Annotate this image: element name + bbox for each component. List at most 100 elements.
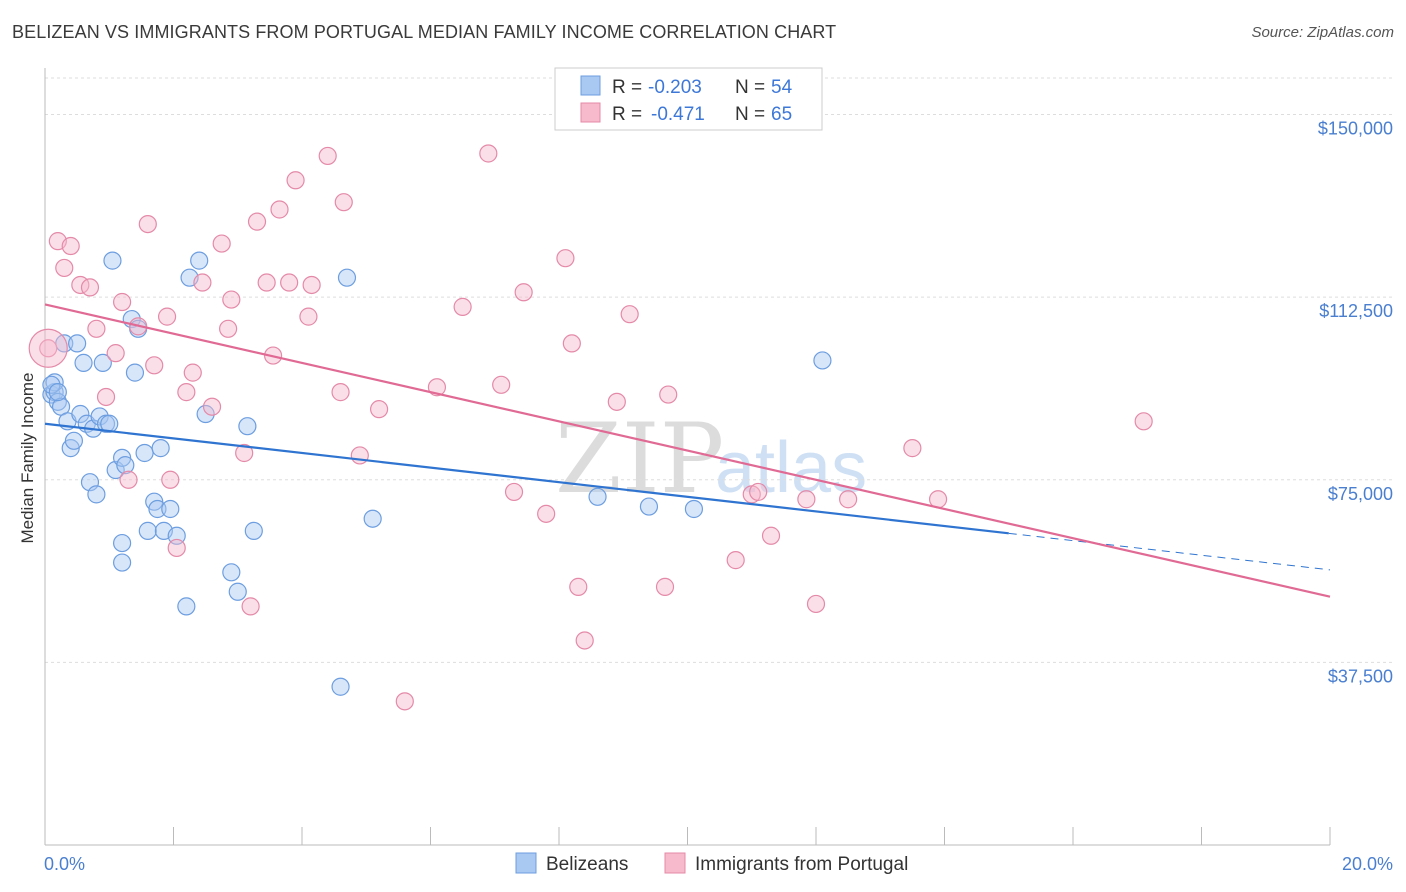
portugal-point <box>659 385 678 404</box>
gridlines <box>45 77 1395 663</box>
belizeans-point <box>151 439 170 458</box>
belizeans-trend-line <box>44 422 1009 535</box>
portugal-point <box>302 275 321 295</box>
portugal-point <box>145 356 164 375</box>
portugal-point <box>247 212 267 231</box>
y-tick-label: $75,000 <box>1328 484 1393 504</box>
portugal-point <box>903 439 922 458</box>
portugal-point <box>138 214 157 234</box>
belizeans-point <box>112 553 132 572</box>
portugal-point <box>655 577 675 596</box>
stats-r-label-1: R = <box>612 77 642 98</box>
belizeans-points <box>42 251 832 696</box>
belizeans-point <box>42 375 61 394</box>
belizeans-point <box>68 334 87 353</box>
portugal-point <box>318 146 337 166</box>
portugal-point <box>726 551 745 570</box>
portugal-point <box>87 319 106 338</box>
portugal-point <box>806 594 826 614</box>
portugal-point <box>797 490 816 509</box>
x-tick-label-max: 20.0% <box>1342 854 1393 874</box>
portugal-point-large <box>28 328 68 368</box>
belizeans-point <box>228 582 247 601</box>
portugal-point <box>241 597 260 616</box>
portugal-point <box>112 292 132 312</box>
portugal-point <box>96 387 116 407</box>
portugal-point <box>761 526 781 545</box>
portugal-point <box>562 334 581 353</box>
belizeans-point <box>337 268 357 287</box>
y-tick-label: $112,500 <box>1319 301 1393 321</box>
portugal-point <box>55 258 74 278</box>
belizeans-point <box>93 353 112 372</box>
portugal-point <box>1134 412 1153 431</box>
belizeans-point <box>244 521 263 540</box>
portugal-point <box>161 470 180 489</box>
legend-swatch-belizeans <box>515 852 537 874</box>
legend-label-belizeans: Belizeans <box>546 854 628 875</box>
portugal-point <box>61 236 80 256</box>
y-tick-labels: $37,500 $75,000 $112,500 $150,000 <box>1318 119 1393 687</box>
portugal-point <box>839 490 858 509</box>
belizeans-point <box>71 404 90 424</box>
portugal-point <box>620 305 639 324</box>
portugal-point <box>504 482 524 502</box>
portugal-point <box>370 400 389 419</box>
belizeans-point <box>148 499 167 519</box>
belizeans-point <box>103 251 122 270</box>
belizeans-point <box>813 351 832 370</box>
portugal-point <box>119 470 138 489</box>
portugal-point <box>479 144 498 163</box>
belizeans-point <box>112 533 132 553</box>
portugal-point <box>537 504 556 523</box>
x-tick-labels: 0.0% 20.0% <box>44 854 1393 874</box>
portugal-point <box>514 283 533 302</box>
portugal-point <box>749 482 768 502</box>
stats-n-value-2: 65 <box>771 104 792 125</box>
belizeans-point <box>331 677 350 696</box>
portugal-point <box>80 278 100 297</box>
portugal-point <box>286 171 305 190</box>
stats-n-label-1: N = <box>735 77 765 98</box>
y-tick-label: $150,000 <box>1318 119 1393 139</box>
portugal-point <box>39 339 58 358</box>
watermark-zip: ZIP <box>555 403 724 515</box>
legend-swatch-portugal <box>664 852 686 874</box>
stats-swatch-blue <box>580 75 601 96</box>
belizeans-point <box>48 392 67 411</box>
belizeans-point <box>116 456 135 475</box>
portugal-point <box>257 273 276 292</box>
watermark: ZIP atlas <box>555 403 867 515</box>
portugal-point <box>569 577 588 596</box>
series-legend: Belizeans Immigrants from Portugal <box>515 852 908 875</box>
stats-n-value-1: 54 <box>771 77 793 98</box>
trend-lines <box>44 303 1331 598</box>
legend-label-portugal: Immigrants from Portugal <box>695 854 908 875</box>
belizeans-point <box>363 509 382 528</box>
stats-legend-box: R = -0.203 N = 54 R = -0.471 N = 65 <box>554 67 823 131</box>
portugal-point <box>177 383 196 402</box>
belizeans-point <box>161 499 180 519</box>
stats-r-label-2: R = <box>612 104 642 125</box>
belizeans-point <box>90 407 109 426</box>
watermark-atlas: atlas <box>715 428 867 508</box>
portugal-point <box>556 249 575 268</box>
belizeans-point <box>100 414 119 433</box>
portugal-point <box>299 307 318 326</box>
belizeans-point <box>190 251 209 270</box>
portugal-point <box>157 307 177 326</box>
portugal-point <box>607 392 626 411</box>
source-note: Source: ZipAtlas.com <box>1251 24 1394 41</box>
portugal-point <box>395 692 414 711</box>
portugal-point <box>219 319 238 338</box>
portugal-point <box>575 631 594 650</box>
belizeans-trend-extension <box>1008 532 1331 571</box>
chart-title: BELIZEAN VS IMMIGRANTS FROM PORTUGAL MED… <box>12 22 837 42</box>
stats-swatch-pink <box>580 102 601 123</box>
portugal-point <box>334 193 353 212</box>
portugal-point <box>453 297 472 316</box>
belizeans-point <box>588 487 607 506</box>
belizeans-point <box>135 443 154 463</box>
belizeans-point <box>48 383 67 402</box>
